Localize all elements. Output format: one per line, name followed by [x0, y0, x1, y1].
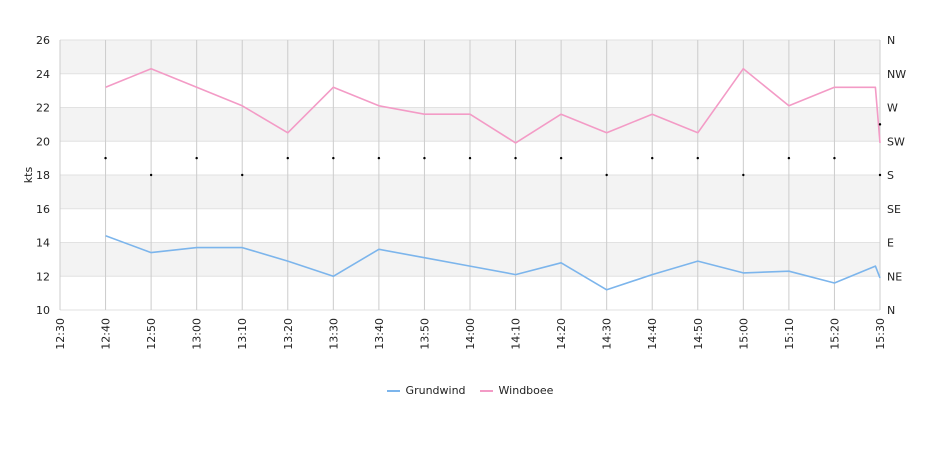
direction-marker	[468, 156, 472, 160]
y-tick-label: 18	[36, 169, 50, 182]
direction-marker	[286, 156, 289, 160]
series-line-windboee	[105, 67, 881, 144]
x-tick-label: 13:50	[418, 318, 431, 350]
direction-markers	[104, 123, 882, 177]
x-tick-label: 14:30	[601, 318, 614, 350]
y-tick-label: 26	[36, 34, 50, 47]
y-tick-label: 24	[36, 68, 50, 81]
x-tick-label: 12:50	[145, 318, 158, 350]
direction-tick-label: E	[887, 237, 894, 250]
y-tick-label: 10	[36, 304, 50, 317]
direction-tick-label: W	[887, 102, 898, 115]
y-tick-label: 14	[36, 237, 50, 250]
direction-marker	[149, 173, 153, 177]
direction-tick-label: NE	[887, 270, 902, 283]
legend-label: Windboee	[498, 384, 554, 397]
series-line-grundwind	[105, 235, 881, 291]
x-tick-label: 13:20	[282, 318, 295, 350]
direction-marker	[514, 156, 517, 160]
x-axis: 12:30 12:40 12:50 13:00 13:10 13:20 13:30 13:40…	[54, 318, 887, 350]
direction-marker	[651, 156, 654, 160]
direction-tick-label: NW	[887, 68, 906, 81]
direction-tick-label: N	[887, 304, 895, 317]
x-tick-label: 13:30	[327, 318, 340, 350]
x-tick-label: 13:10	[236, 318, 249, 350]
x-tick-label: 15:30	[874, 318, 887, 350]
direction-marker	[787, 156, 791, 160]
x-tick-label: 13:40	[373, 318, 386, 350]
direction-tick-label: SE	[887, 203, 901, 216]
direction-marker	[833, 156, 836, 160]
legend-label: Grundwind	[405, 384, 466, 397]
legend-item-windboee[interactable]: Windboee	[479, 384, 554, 397]
x-tick-label: 14:20	[555, 318, 568, 350]
direction-tick-label: S	[887, 169, 894, 182]
series-lines	[105, 67, 881, 291]
direction-marker	[742, 173, 745, 177]
legend: Grundwind Windboee	[0, 384, 940, 397]
direction-tick-label: SW	[887, 135, 905, 148]
x-tick-label: 12:30	[54, 318, 67, 350]
y-tick-label: 16	[36, 203, 50, 216]
x-tick-label: 14:40	[646, 318, 659, 350]
direction-marker	[878, 123, 882, 126]
x-tick-label: 13:00	[191, 318, 204, 350]
direction-marker	[377, 156, 381, 160]
direction-marker	[195, 156, 198, 160]
direction-marker	[104, 156, 107, 160]
x-tick-label: 14:50	[692, 318, 705, 350]
x-tick-label: 15:10	[783, 318, 796, 350]
y-tick-label: 12	[36, 270, 50, 283]
x-tick-label: 15:20	[828, 318, 841, 350]
x-tick-label: 15:00	[737, 318, 750, 350]
legend-swatch	[386, 389, 400, 392]
y-axis-left: 10 12 14 16 18 20 22 24 26	[36, 34, 50, 317]
direction-marker	[332, 156, 335, 160]
direction-marker	[878, 173, 882, 177]
x-tick-label: 14:00	[464, 318, 477, 350]
y-axis-label: kts	[22, 167, 35, 184]
legend-swatch	[479, 389, 493, 392]
legend-item-grundwind[interactable]: Grundwind	[386, 384, 466, 397]
y-tick-label: 20	[36, 135, 50, 148]
direction-marker	[696, 156, 699, 160]
direction-marker	[559, 156, 563, 160]
y-axis-right-directions: N NE E SE S SW W NW N	[887, 34, 906, 317]
direction-marker	[605, 173, 608, 177]
direction-marker	[241, 173, 244, 177]
x-tick-label: 14:10	[510, 318, 523, 350]
y-tick-label: 22	[36, 102, 50, 115]
direction-tick-label: N	[887, 34, 895, 47]
x-tick-label: 12:40	[100, 318, 113, 350]
direction-marker	[423, 156, 426, 160]
